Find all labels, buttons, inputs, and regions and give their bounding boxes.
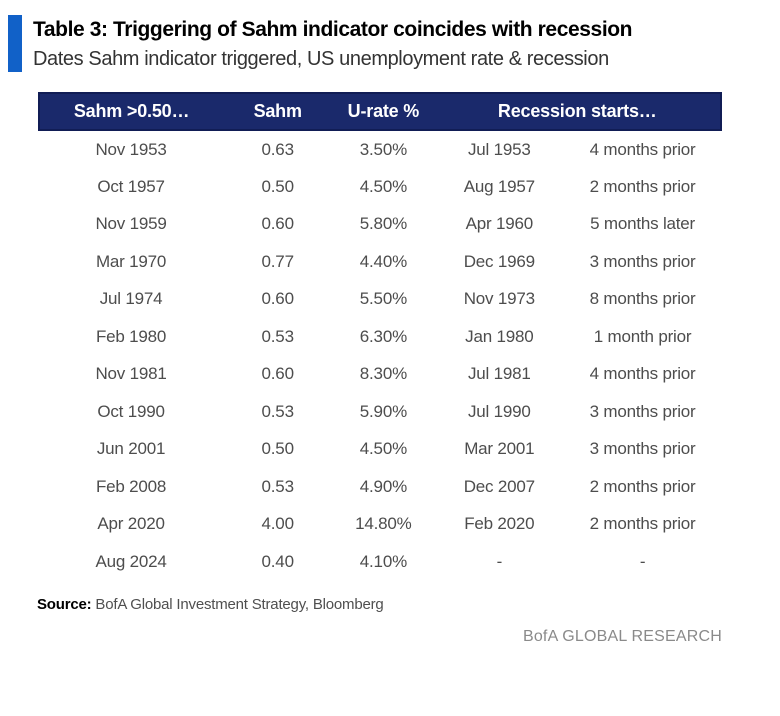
table-cell: Oct 1957 — [97, 176, 165, 196]
table-cell: 0.60 — [261, 364, 294, 384]
table-cell: 4.00 — [261, 514, 294, 534]
col-header-sahm-value: Sahm — [223, 92, 333, 132]
source-label: Source: — [37, 596, 92, 614]
table-cell: 3 months prior — [589, 251, 696, 271]
table-cell: Dec 2007 — [463, 476, 535, 496]
table-cell: Nov 1981 — [95, 364, 167, 384]
table-cell: 0.40 — [261, 551, 294, 571]
table-cell: Feb 1980 — [95, 326, 167, 346]
report-figure: Table 3: Triggering of Sahm indicator co… — [0, 15, 780, 716]
table-row: Mar 1970 0.77 4.40% Dec 1969 3 months prior — [39, 243, 721, 281]
table-cell: 4.10% — [359, 551, 407, 571]
table-cell: Apr 1960 — [465, 214, 534, 234]
brand-watermark: BofA GLOBAL RESEARCH — [522, 628, 722, 646]
table-cell: Jul 1990 — [467, 401, 531, 421]
table-cell: 4.50% — [359, 439, 407, 459]
table-row: Nov 1953 0.63 3.50% Jul 1953 4 months prior — [39, 130, 721, 168]
table-cell: 5 months later — [590, 214, 696, 234]
table-row: Jun 2001 0.50 4.50% Mar 2001 3 months prior — [39, 430, 721, 468]
table-cell: Nov 1973 — [463, 289, 535, 309]
col-header-urate: U-rate % — [332, 92, 435, 132]
table-cell: 0.50 — [261, 176, 294, 196]
table-cell: Jan 1980 — [465, 326, 534, 346]
table-cell: Jun 2001 — [96, 439, 166, 459]
table-cell: 5.90% — [359, 401, 407, 421]
table-row: Oct 1957 0.50 4.50% Aug 1957 2 months prior — [39, 168, 721, 206]
table-cell: 6.30% — [359, 326, 407, 346]
table-cell: Oct 1990 — [97, 401, 165, 421]
table-row: Oct 1990 0.53 5.90% Jul 1990 3 months prior — [39, 393, 721, 431]
table-cell: 3.50% — [359, 139, 407, 159]
sahm-indicator-table: Sahm >0.50… Sahm U-rate % Recession star… — [37, 92, 723, 580]
accent-bar — [8, 15, 22, 73]
table-row: Feb 1980 0.53 6.30% Jan 1980 1 month prior — [39, 318, 721, 356]
table-cell: 1 month prior — [593, 326, 692, 346]
table-cell: 2 months prior — [589, 514, 696, 534]
table-cell: 3 months prior — [589, 439, 696, 459]
col-header-recession-starts: Recession starts… — [434, 92, 723, 132]
table-cell: 4.40% — [359, 251, 407, 271]
table-cell: Feb 2008 — [95, 476, 167, 496]
table-row: Nov 1981 0.60 8.30% Jul 1981 4 months prior — [39, 355, 721, 393]
table-row: Apr 2020 4.00 14.80% Feb 2020 2 months prior — [39, 505, 721, 543]
col-header-sahm-trigger: Sahm >0.50… — [37, 92, 224, 132]
table-cell: 5.50% — [359, 289, 407, 309]
table-cell: 0.77 — [261, 251, 294, 271]
table-row: Aug 2024 0.40 4.10% - - — [39, 543, 721, 581]
table-cell: 0.53 — [261, 326, 294, 346]
table-row: Feb 2008 0.53 4.90% Dec 2007 2 months prior — [39, 468, 721, 506]
table-cell: 3 months prior — [589, 401, 696, 421]
table-cell: 0.60 — [261, 214, 294, 234]
table-cell: 0.50 — [261, 439, 294, 459]
table-cell: 0.53 — [261, 401, 294, 421]
table-cell: Feb 2020 — [464, 514, 535, 534]
table-cell: 2 months prior — [589, 176, 696, 196]
table-cell: 0.63 — [261, 139, 294, 159]
table-cell: Dec 1969 — [463, 251, 535, 271]
table-cell: 2 months prior — [589, 476, 696, 496]
table-cell: 4.90% — [359, 476, 407, 496]
table-cell: Jul 1974 — [99, 289, 163, 309]
table-header-row: Sahm >0.50… Sahm U-rate % Recession star… — [37, 92, 723, 132]
table-cell: Mar 2001 — [464, 439, 535, 459]
table-cell: Jul 1953 — [467, 139, 531, 159]
table-cell: 4 months prior — [589, 364, 696, 384]
table-cell: Apr 2020 — [97, 514, 165, 534]
table-cell: Nov 1959 — [95, 214, 167, 234]
table-cell: 5.80% — [359, 214, 407, 234]
table-row: Jul 1974 0.60 5.50% Nov 1973 8 months prior — [39, 280, 721, 318]
table-cell: Aug 2024 — [95, 551, 167, 571]
table-row: Nov 1959 0.60 5.80% Apr 1960 5 months later — [39, 205, 721, 243]
table-cell: Nov 1953 — [95, 139, 167, 159]
table-cell: 8 months prior — [589, 289, 696, 309]
table-cell: 0.53 — [261, 476, 294, 496]
table-cell: Aug 1957 — [463, 176, 535, 196]
title-block: Table 3: Triggering of Sahm indicator co… — [8, 15, 780, 73]
table-cell: 4.50% — [359, 176, 407, 196]
table-body: Nov 1953 0.63 3.50% Jul 1953 4 months prior O… — [39, 130, 721, 580]
titles: Table 3: Triggering of Sahm indicator co… — [33, 15, 633, 72]
source-text: BofA Global Investment Strategy, Bloombe… — [91, 596, 384, 614]
table-cell: Jul 1981 — [467, 364, 531, 384]
table-cell: 4 months prior — [589, 139, 696, 159]
table-cell: - — [496, 551, 503, 571]
table-cell: 8.30% — [359, 364, 407, 384]
table-cell: Mar 1970 — [95, 251, 167, 271]
table-cell: 0.60 — [261, 289, 294, 309]
table-cell: - — [639, 551, 646, 571]
source-line: Source: BofA Global Investment Strategy,… — [37, 596, 780, 613]
table-subtitle: Dates Sahm indicator triggered, US unemp… — [33, 48, 609, 71]
table-title: Table 3: Triggering of Sahm indicator co… — [33, 18, 633, 41]
table-cell: 14.80% — [355, 514, 412, 534]
